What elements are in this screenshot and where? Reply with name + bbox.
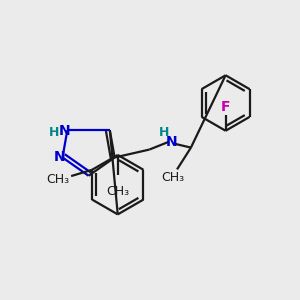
Text: N: N xyxy=(54,149,65,164)
Text: CH₃: CH₃ xyxy=(46,172,69,186)
Text: N: N xyxy=(165,135,177,149)
Text: N: N xyxy=(58,124,70,138)
Text: CH₃: CH₃ xyxy=(161,171,185,184)
Text: H: H xyxy=(159,126,169,139)
Text: H: H xyxy=(49,126,60,139)
Text: CH₃: CH₃ xyxy=(106,185,129,198)
Text: F: F xyxy=(221,100,230,114)
